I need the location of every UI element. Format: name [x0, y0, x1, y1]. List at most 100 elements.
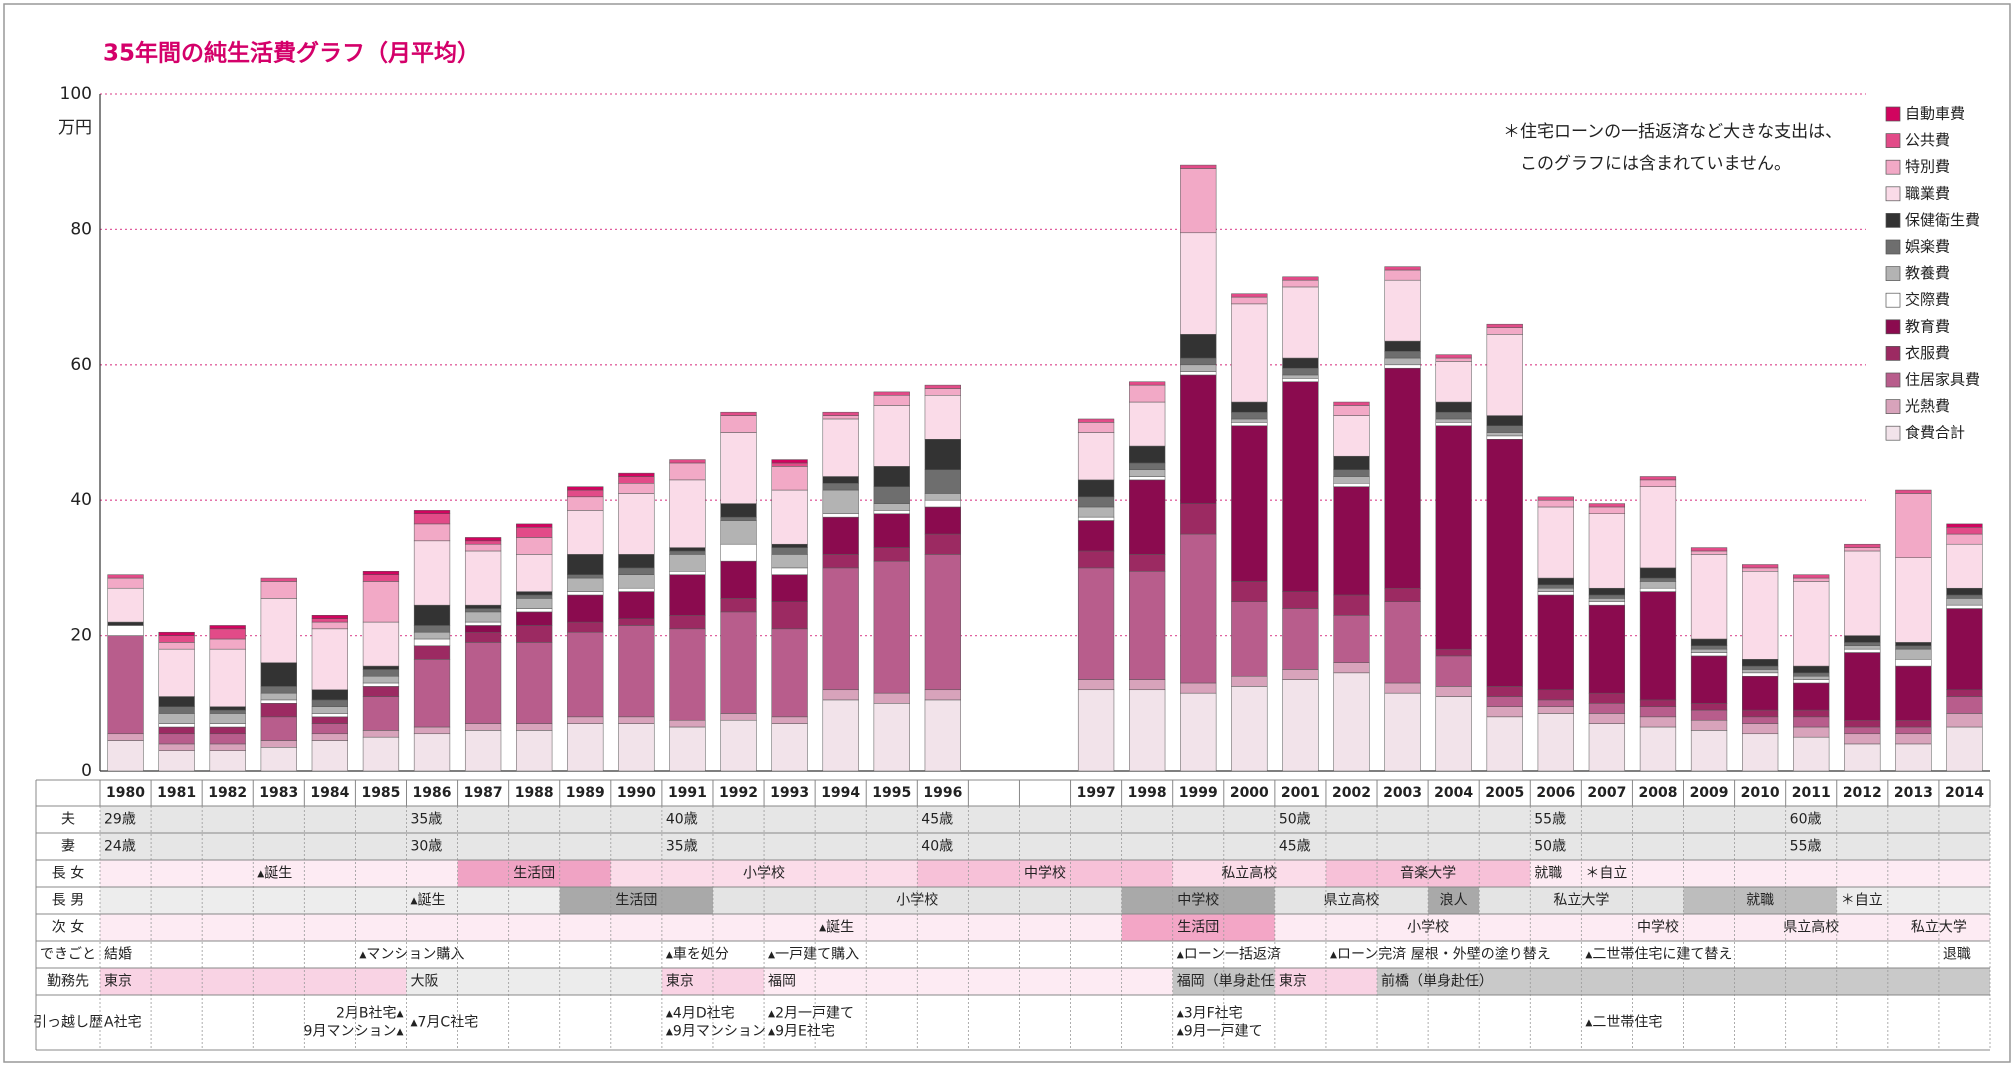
bar-segment: [924, 689, 961, 701]
bar-segment: [516, 598, 553, 609]
bar-segment: [362, 696, 400, 731]
bar-segment: [1588, 723, 1626, 772]
bar-segment: [158, 750, 195, 772]
bar-segment: [1690, 645, 1728, 650]
row-label: できごと: [40, 947, 96, 963]
bar-segment: [1180, 168, 1217, 234]
bar-segment: [413, 540, 451, 606]
span-cell: [1683, 887, 1837, 914]
bar-segment: [107, 577, 144, 589]
bar-segment: [1742, 571, 1779, 660]
bar-segment: [311, 713, 348, 718]
bar-segment: [1231, 581, 1268, 603]
bar-segment: [1844, 547, 1881, 552]
bar-segment: [311, 689, 348, 701]
bar-segment: [311, 740, 348, 772]
legend-swatch: [1885, 239, 1901, 255]
bar-segment: [1793, 574, 1830, 579]
bar-segment: [1690, 719, 1728, 731]
bar-segment: [464, 608, 502, 613]
bar-segment: [209, 723, 246, 728]
row-label: 引っ越し歴: [33, 1015, 103, 1031]
x-tick-label: 1992: [719, 785, 758, 801]
bar-segment: [1639, 581, 1677, 589]
bar-segment: [362, 730, 400, 738]
bar-segment: [1639, 726, 1677, 772]
bar-segment: [1282, 591, 1319, 609]
bar-segment: [1844, 719, 1881, 728]
bar-segment: [209, 625, 246, 630]
bar-segment: [1793, 709, 1830, 718]
bar-segment: [464, 611, 502, 623]
legend-label: 自動車費: [1905, 105, 1965, 123]
timeline-text: ▴7月C社宅: [410, 1015, 478, 1031]
bar-segment: [567, 489, 604, 498]
bar-segment: [1742, 669, 1779, 674]
bar-segment: [1180, 364, 1217, 372]
row-label: 夫: [61, 812, 75, 828]
annotation: このグラフには含まれていません。: [1520, 154, 1791, 174]
legend-swatch: [1885, 372, 1901, 388]
bar-segment: [1742, 564, 1779, 569]
bar-segment: [1435, 648, 1472, 657]
x-tick-label: 2007: [1587, 785, 1626, 801]
x-tick-label: 2002: [1332, 785, 1371, 801]
bar-segment: [1844, 743, 1881, 772]
x-tick-label: 2003: [1383, 785, 1422, 801]
bar-segment: [464, 604, 502, 609]
y-tick-label: 20: [70, 626, 92, 646]
bar-segment: [260, 699, 297, 704]
bar-segment: [567, 723, 604, 772]
bar-segment: [1282, 357, 1319, 369]
bar-segment: [924, 388, 961, 396]
bar-segment: [1895, 719, 1932, 728]
bar-segment: [1384, 692, 1421, 772]
bar-segment: [720, 611, 757, 714]
bar-segment: [618, 476, 655, 484]
bar-segment: [1180, 371, 1217, 376]
bar-segment: [567, 496, 604, 511]
bar-segment: [1486, 334, 1523, 416]
bar-segment: [618, 472, 655, 477]
bar-segment: [516, 554, 553, 592]
bar-segment: [924, 384, 961, 389]
bar-segment: [1384, 682, 1421, 694]
bar-segment: [567, 510, 604, 555]
bar-segment: [1282, 669, 1319, 680]
timeline-text: 30歳: [410, 839, 442, 855]
bar-segment: [618, 625, 655, 718]
x-tick-label: 1990: [617, 785, 656, 801]
bar-segment: [107, 733, 144, 741]
bar-segment: [924, 554, 961, 691]
timeline-text: 29歳: [104, 812, 136, 828]
legend-label: 公共費: [1905, 131, 1950, 149]
timeline-text: 退職: [1943, 947, 1971, 963]
timeline-text: 東京: [666, 974, 694, 990]
bar-segment: [1077, 679, 1115, 691]
timeline-text: ▴誕生: [410, 893, 445, 909]
bar-segment: [1895, 645, 1932, 650]
bar-segment: [1435, 401, 1472, 413]
bar-segment: [1537, 591, 1574, 596]
bar-segment: [1180, 232, 1217, 335]
frame: [3, 3, 2011, 1063]
bar-segment: [1588, 598, 1626, 602]
bar-segment: [1793, 716, 1830, 728]
bar-segment: [464, 540, 502, 545]
bar-segment: [822, 699, 859, 772]
bar-segment: [1180, 164, 1217, 169]
bar-segment: [822, 554, 859, 569]
bar-segment: [1844, 645, 1881, 650]
bar-segment: [311, 699, 348, 707]
bar-segment: [1690, 709, 1728, 721]
bar-segment: [1384, 587, 1421, 603]
bar-segment: [260, 577, 297, 582]
bar-segment: [1077, 432, 1115, 481]
legend-label: 教育費: [1905, 317, 1950, 335]
bar-segment: [1282, 381, 1319, 592]
bar-segment: [1639, 577, 1677, 582]
bar-segment: [1231, 601, 1268, 677]
timeline-text: 私立高校: [1221, 865, 1277, 882]
bar-segment: [1282, 367, 1319, 376]
x-tick-label: 2011: [1792, 785, 1831, 801]
